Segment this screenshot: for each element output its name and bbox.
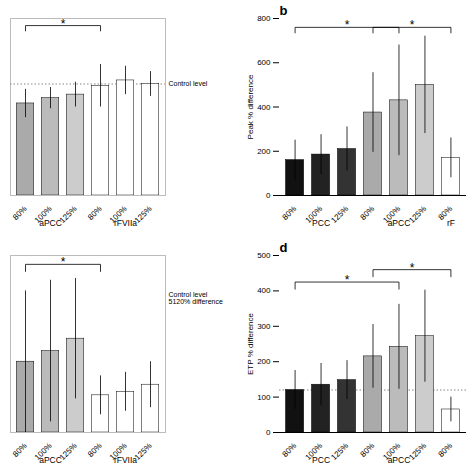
svg-text:125%: 125% (132, 204, 154, 225)
svg-text:800: 800 (257, 14, 271, 23)
svg-text:PCC: PCC (312, 218, 330, 228)
svg-text:125%: 125% (57, 204, 79, 225)
svg-text:80%: 80% (86, 441, 104, 459)
svg-text:0: 0 (266, 191, 271, 200)
svg-text:300: 300 (257, 322, 271, 331)
svg-text:0: 0 (266, 428, 271, 437)
svg-text:200: 200 (257, 357, 271, 366)
svg-text:100%: 100% (303, 204, 325, 225)
svg-text:80%: 80% (281, 204, 299, 222)
svg-text:125%: 125% (407, 204, 428, 225)
svg-text:80%: 80% (11, 204, 29, 222)
svg-text:PCC: PCC (312, 455, 330, 465)
svg-text:200: 200 (257, 147, 271, 156)
svg-text:100%: 100% (381, 441, 403, 462)
svg-text:125%: 125% (329, 204, 350, 225)
svg-text:Control level: Control level (169, 80, 208, 87)
svg-text:500: 500 (257, 251, 271, 260)
svg-text:80%: 80% (281, 441, 299, 459)
svg-text:80%: 80% (86, 204, 104, 222)
svg-text:*: * (345, 273, 350, 287)
svg-text:Control level5120% difference: Control level5120% difference (169, 291, 223, 305)
svg-text:rF: rF (447, 218, 455, 228)
svg-text:125%: 125% (329, 441, 350, 462)
svg-text:80%: 80% (11, 441, 29, 459)
svg-text:80%: 80% (436, 204, 455, 222)
svg-text:Peak % difference: Peak % difference (246, 74, 255, 139)
svg-text:ETP % difference: ETP % difference (246, 312, 255, 375)
svg-text:400: 400 (257, 286, 271, 295)
svg-text:125%: 125% (57, 441, 79, 462)
svg-text:aPCC: aPCC (39, 218, 62, 228)
svg-text:aPCC: aPCC (39, 455, 62, 465)
svg-text:*: * (61, 17, 66, 31)
svg-text:80%: 80% (359, 204, 377, 222)
svg-text:80%: 80% (436, 441, 454, 459)
svg-text:100%: 100% (303, 441, 325, 462)
svg-text:100: 100 (257, 393, 271, 402)
svg-text:aPCC: aPCC (388, 218, 411, 228)
svg-text:400: 400 (257, 103, 271, 112)
svg-text:b: b (280, 3, 288, 18)
svg-text:rFVIIa: rFVIIa (114, 455, 137, 465)
svg-text:80%: 80% (359, 441, 377, 459)
svg-text:100%: 100% (32, 441, 54, 462)
svg-text:100%: 100% (107, 204, 129, 225)
svg-text:rFVIIa: rFVIIa (114, 218, 137, 228)
svg-text:*: * (345, 18, 350, 32)
svg-text:aPCC: aPCC (388, 455, 411, 465)
svg-text:125%: 125% (407, 441, 428, 462)
svg-text:d: d (280, 240, 288, 255)
svg-text:100%: 100% (107, 441, 129, 462)
svg-text:100%: 100% (32, 204, 54, 225)
svg-text:125%: 125% (132, 441, 154, 462)
svg-text:600: 600 (257, 58, 271, 67)
svg-text:*: * (410, 18, 415, 32)
svg-text:*: * (61, 255, 66, 269)
svg-text:100%: 100% (381, 204, 403, 225)
svg-text:*: * (410, 261, 415, 275)
